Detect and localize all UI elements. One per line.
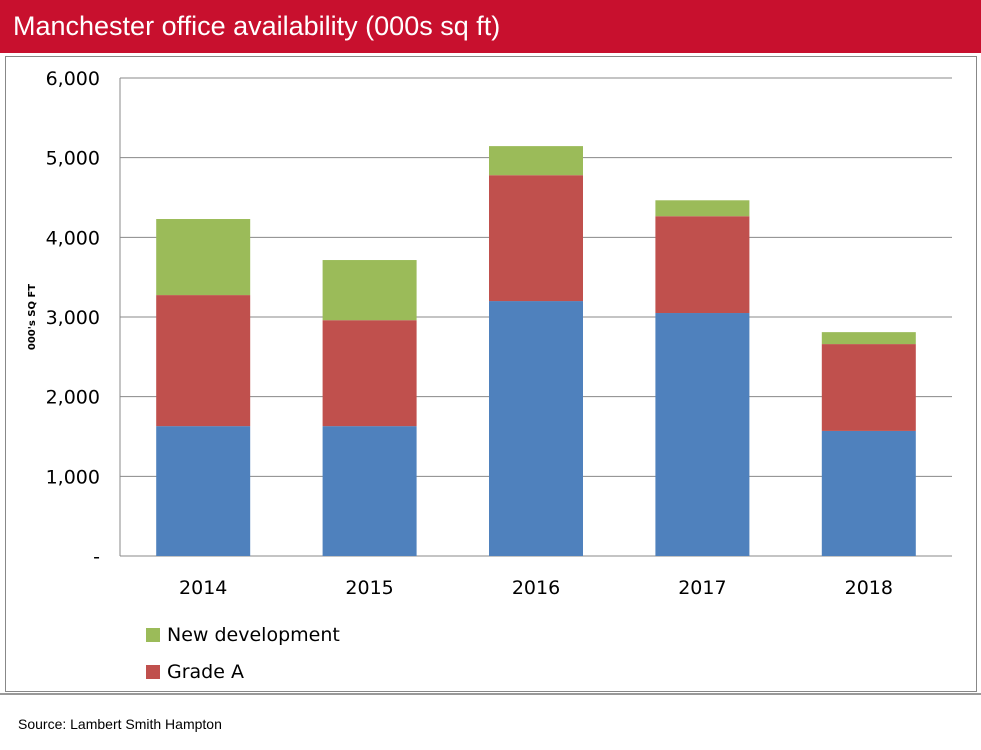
y-tick-label: 4,000 <box>46 227 100 249</box>
bar-2016-series-2 <box>489 146 583 176</box>
x-tick-label: 2017 <box>678 577 726 599</box>
bar-2018-series-1 <box>821 344 916 431</box>
legend-swatch <box>146 628 160 642</box>
legend-item-grade-a: Grade A <box>146 661 244 683</box>
divider <box>0 693 981 695</box>
y-tick-label: 6,000 <box>46 68 100 90</box>
bar-2016-series-0 <box>489 301 583 556</box>
legend-swatch <box>146 665 160 679</box>
y-axis-label: 000's SQ FT <box>27 284 38 350</box>
legend-item-new-development: New development <box>146 624 340 646</box>
bar-2014-series-0 <box>156 426 251 556</box>
x-tick-label: 2015 <box>345 577 393 599</box>
bar-2017-series-1 <box>655 216 750 314</box>
y-tick-label: - <box>93 546 100 568</box>
bar-2018-series-0 <box>821 430 916 556</box>
bar-2015-series-1 <box>322 320 417 427</box>
x-tick-label: 2014 <box>179 577 227 599</box>
legend-label: Grade A <box>167 661 244 683</box>
chart-frame <box>5 56 977 692</box>
source-note: Source: Lambert Smith Hampton <box>18 716 222 732</box>
bar-2018-series-2 <box>821 332 916 345</box>
x-tick-label: 2016 <box>512 577 560 599</box>
bar-2014-series-1 <box>156 295 251 427</box>
chart: - 1,000 2,000 3,000 4,000 5,000 6,000 000's SQ … <box>27 68 952 599</box>
y-tick-label: 1,000 <box>46 466 100 488</box>
bar-2015-series-0 <box>322 426 417 556</box>
bar-2017-series-2 <box>655 200 750 217</box>
y-tick-label: 3,000 <box>46 307 100 329</box>
x-tick-label: 2018 <box>845 577 893 599</box>
y-tick-label: 2,000 <box>46 387 100 409</box>
y-tick-label: 5,000 <box>46 148 100 170</box>
bar-2015-series-2 <box>322 260 417 321</box>
legend-label: New development <box>167 624 340 646</box>
bar-2014-series-2 <box>156 219 251 296</box>
chart-title: Manchester office availability (000s sq … <box>0 0 981 53</box>
bar-2017-series-0 <box>655 313 750 556</box>
bar-2016-series-1 <box>489 175 583 302</box>
